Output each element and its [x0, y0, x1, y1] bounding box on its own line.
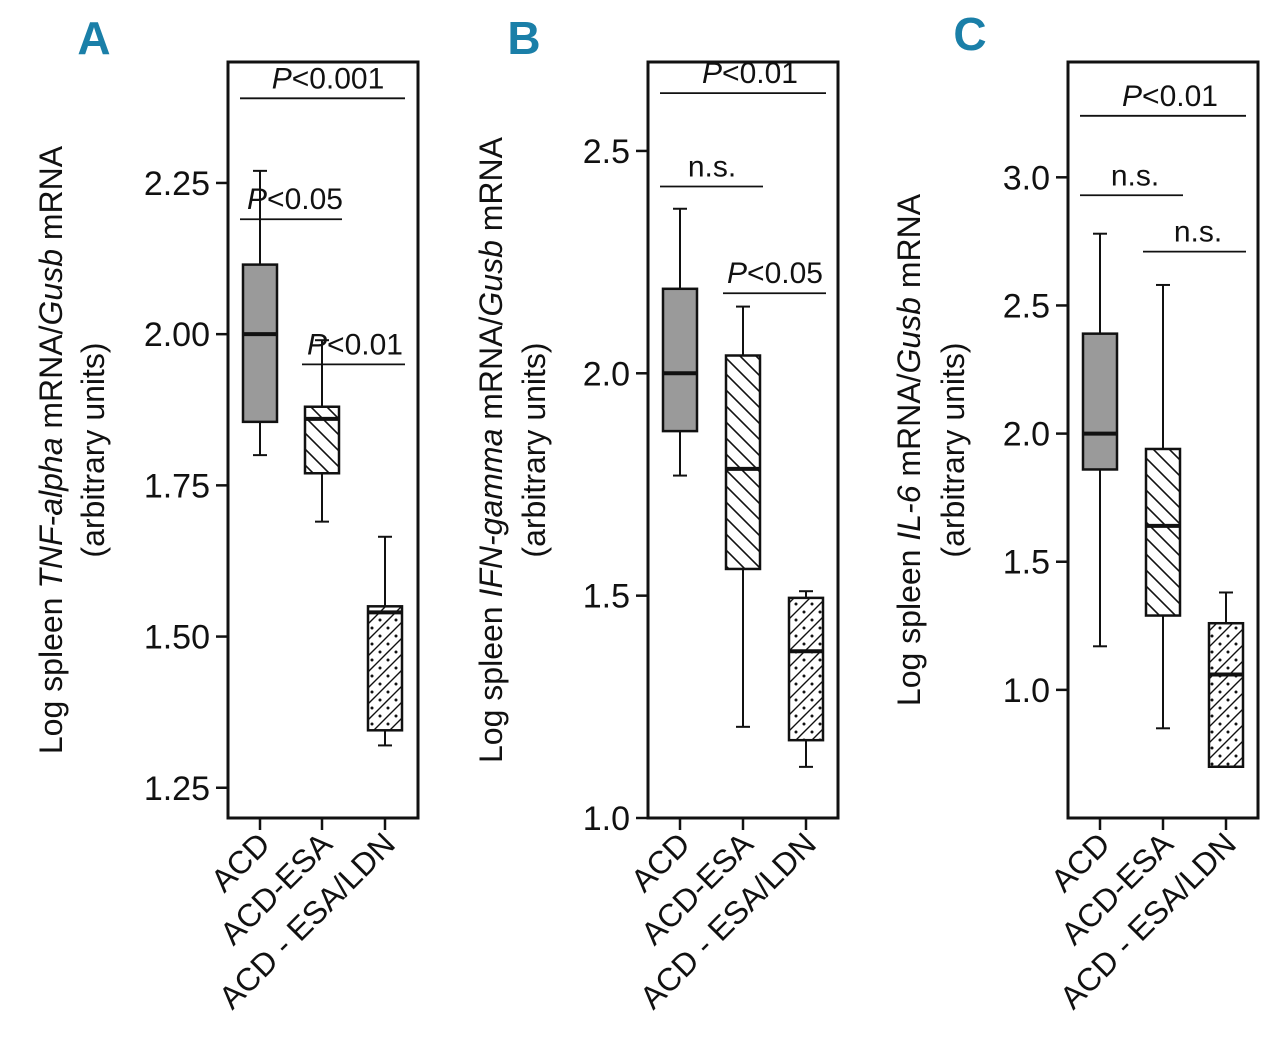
y-axis-label: Log spleen IL-6 mRNA/Gusb mRNA	[891, 193, 927, 706]
y-tick-label: 1.50	[144, 619, 210, 657]
p-symbol: P	[247, 183, 267, 216]
box-acd-esa	[724, 305, 762, 728]
box-acd-esa-ldn	[1207, 591, 1245, 768]
y-tick-label: 2.0	[1003, 416, 1050, 454]
y-tick-label: 1.0	[583, 800, 630, 838]
y-axis-label-part: IFN-gamma	[473, 429, 509, 598]
y-axis-label-part: Log spleen	[33, 589, 69, 754]
y-axis-label-part: Log spleen	[473, 598, 509, 763]
p-value: <0.05	[747, 257, 823, 290]
y-tick-label: 2.0	[583, 355, 630, 393]
iqr-box	[303, 405, 341, 475]
p-symbol: P	[272, 62, 292, 95]
y-tick-label: 3.0	[1003, 159, 1050, 197]
significance-label: P<0.001	[272, 62, 385, 95]
significance-label: P<0.05	[727, 257, 823, 290]
y-tick-label: 1.0	[1003, 672, 1050, 710]
box-acd	[241, 169, 279, 457]
y-axis-label-part: Gusb	[473, 240, 509, 316]
y-axis-label-part: mRNA/	[473, 317, 509, 429]
significance-label: P<0.01	[702, 57, 798, 90]
panel-a: A 1.25 1.50 1.75 2.00 2.25 Log spleen TNF-alph…	[33, 12, 420, 1016]
y-axis-label-part: mRNA	[473, 136, 509, 240]
significance-label: n.s.	[688, 151, 736, 184]
p-value: <0.05	[267, 183, 343, 216]
box-acd-esa-ldn	[366, 535, 404, 747]
y-axis-label-part: mRNA	[891, 193, 927, 297]
y-axis-label: Log spleen IFN-gamma mRNA/Gusb mRNA	[473, 136, 509, 763]
y-tick-label: 2.25	[144, 165, 210, 203]
significance-label: P<0.01	[1122, 80, 1218, 113]
y-tick-label: 1.75	[144, 467, 210, 505]
y-axis-label-units: (arbitrary units)	[516, 342, 552, 557]
y-axis-label-part: Gusb	[33, 249, 69, 325]
significance-label: P<0.05	[247, 183, 343, 216]
iqr-box	[724, 354, 762, 571]
y-axis-label-units: (arbitrary units)	[935, 342, 971, 557]
y-axis-label-part: IL-6	[891, 485, 927, 540]
y-axis-label: Log spleen TNF-alpha mRNA/Gusb mRNA	[33, 145, 69, 754]
p-symbol: P	[1122, 80, 1142, 113]
iqr-box	[787, 596, 825, 742]
box-acd-esa	[1144, 283, 1182, 730]
box-acd-esa	[303, 339, 341, 523]
iqr-box	[661, 287, 699, 433]
iqr-box	[1207, 621, 1245, 768]
y-axis-label-part: mRNA	[33, 145, 69, 249]
y-tick-label: 2.00	[144, 316, 210, 354]
panel-letter: C	[953, 8, 986, 60]
y-axis-label-part: TNF-alpha	[33, 437, 69, 588]
iqr-box	[241, 263, 279, 424]
iqr-box	[366, 605, 404, 732]
box-acd	[1081, 232, 1119, 648]
p-value: <0.01	[722, 57, 798, 90]
y-tick-label: 1.25	[144, 770, 210, 808]
y-axis-label-part: Gusb	[891, 297, 927, 373]
iqr-box	[1081, 332, 1119, 471]
p-symbol: P	[727, 257, 747, 290]
y-tick-label: 2.5	[583, 133, 630, 171]
y-axis-label-units: (arbitrary units)	[75, 342, 111, 557]
significance-label: n.s.	[1174, 216, 1222, 249]
iqr-box	[1144, 447, 1182, 617]
p-symbol: P	[307, 328, 327, 361]
panel-c: C 1.0 1.5 2.0 2.5 3.0 Log spleen IL-6 mRNA/Gus…	[891, 8, 1260, 1016]
panel-letter: A	[77, 12, 110, 64]
p-value: <0.001	[292, 62, 385, 95]
p-symbol: P	[702, 57, 722, 90]
panel-b: B 1.0 1.5 2.0 2.5 Log spleen IFN-gamma mRNA/G…	[473, 12, 840, 1016]
box-acd-esa-ldn	[787, 590, 825, 768]
panel-letter: B	[507, 12, 540, 64]
y-tick-label: 1.5	[1003, 544, 1050, 582]
y-axis-label-part: mRNA/	[33, 325, 69, 437]
y-tick-label: 1.5	[583, 578, 630, 616]
significance-label: n.s.	[1111, 159, 1159, 192]
p-value: <0.01	[1142, 80, 1218, 113]
significance-label: P<0.01	[307, 328, 403, 361]
y-tick-label: 2.5	[1003, 287, 1050, 325]
y-axis-label-part: Log spleen	[891, 541, 927, 706]
y-axis-label-part: mRNA/	[891, 373, 927, 485]
p-value: <0.01	[327, 328, 403, 361]
box-acd	[661, 207, 699, 477]
